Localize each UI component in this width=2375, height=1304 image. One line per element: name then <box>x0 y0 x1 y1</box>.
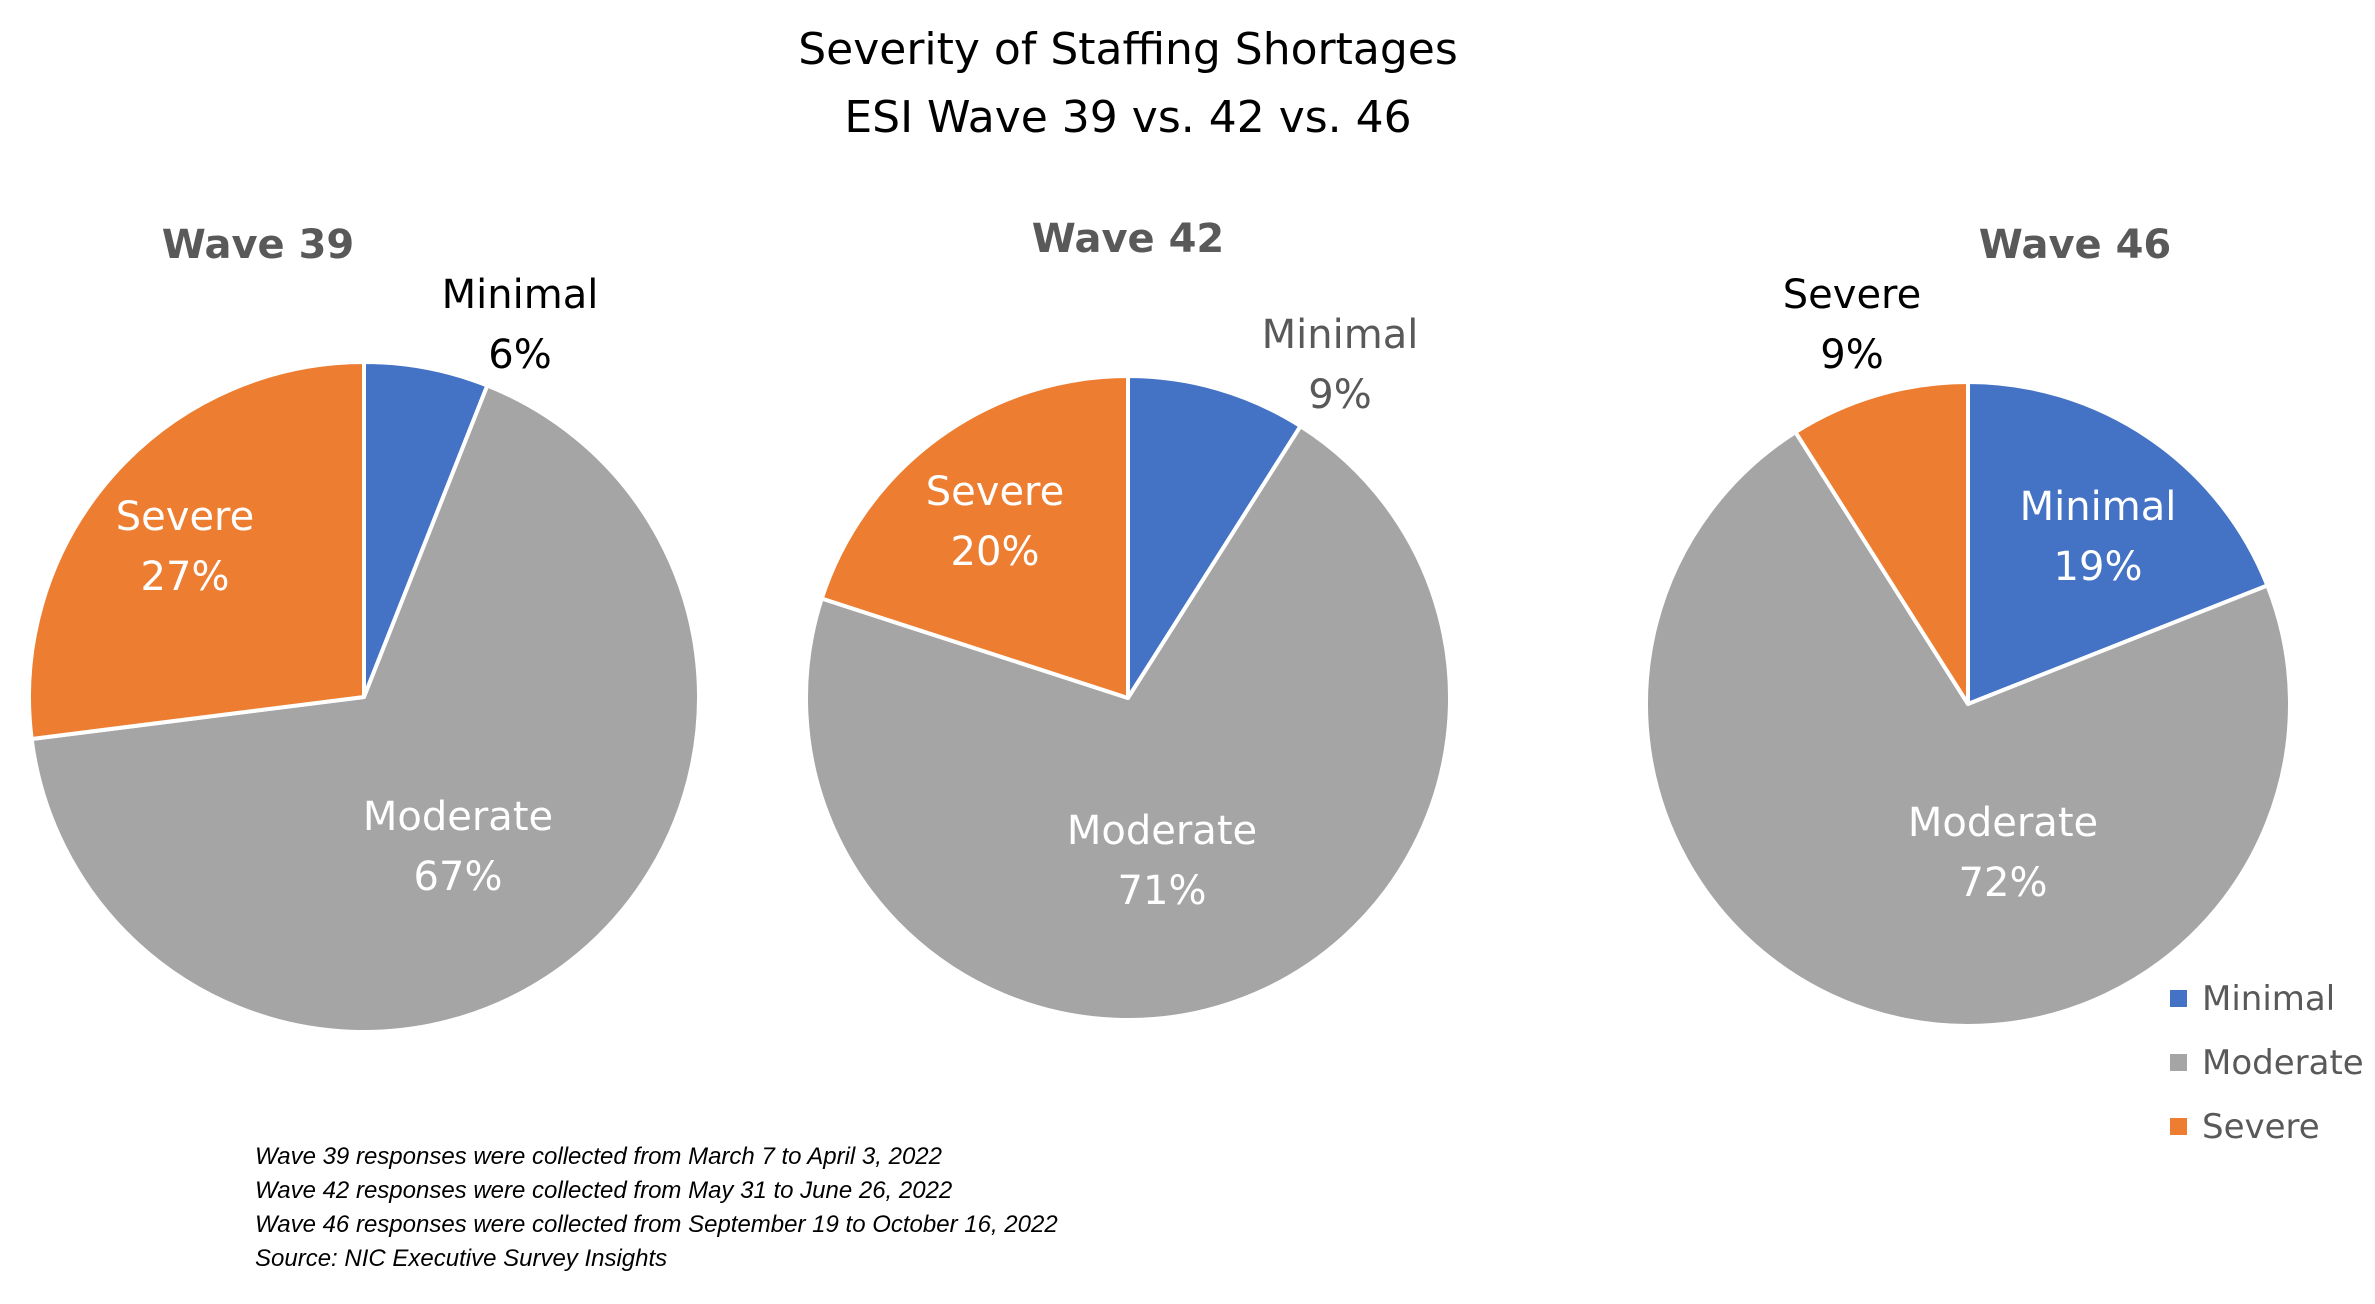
pie-wave-46: Minimal 19% Moderate 72% Severe 9% Wave 46 <box>1644 222 2292 1028</box>
footnotes: Wave 39 responses were collected from Ma… <box>255 1143 1058 1272</box>
slice-wave-46-severe <box>1793 380 1970 706</box>
footnote-wave-39: Wave 39 responses were collected from Ma… <box>255 1143 942 1170</box>
data-label-wave-39-severe: Severe 27% <box>116 494 254 600</box>
data-label-wave-42-moderate: Moderate 71% <box>1067 808 1257 914</box>
data-label-wave-39-moderate: Moderate 67% <box>363 794 553 900</box>
footnote-source: Source: NIC Executive Survey Insights <box>255 1245 667 1272</box>
data-label-wave-39-minimal: Minimal 6% <box>442 272 599 378</box>
slice-wave-39-moderate <box>29 383 701 1034</box>
chart-title: Severity of Staffing Shortages <box>798 24 1458 75</box>
slice-wave-42-minimal <box>1126 374 1303 700</box>
data-label-wave-46-severe: Severe 9% <box>1783 272 1921 378</box>
pie-title-wave-46: Wave 46 <box>1979 222 2171 268</box>
slice-wave-46-minimal <box>1966 380 2270 706</box>
data-label-wave-42-minimal: Minimal 9% <box>1262 312 1419 418</box>
slice-wave-39-minimal <box>362 360 490 699</box>
legend-label-severe: Severe <box>2202 1107 2320 1147</box>
slice-wave-46-moderate <box>1644 430 2292 1028</box>
data-label-wave-42-severe: Severe 20% <box>926 469 1064 575</box>
data-label-wave-46-moderate: Moderate 72% <box>1908 800 2098 906</box>
pie-title-wave-42: Wave 42 <box>1032 216 1224 262</box>
pie-title-wave-39: Wave 39 <box>162 222 354 268</box>
pie-wave-42: Minimal 9% Moderate 71% Severe 20% Wave 42 <box>804 216 1452 1023</box>
slice-wave-39-severe <box>27 360 366 741</box>
pie-wave-39: Minimal 6% Moderate 67% Severe 27% Wave 39 <box>27 222 701 1034</box>
pies-layer: Minimal 6%Moderate 67%Severe 27%Wave 39Mini… <box>27 216 2292 1034</box>
data-label-wave-46-minimal: Minimal 19% <box>2020 484 2177 590</box>
legend: Minimal Moderate Severe <box>2170 979 2364 1147</box>
legend-swatch-severe <box>2170 1118 2187 1135</box>
chart-subtitle: ESI Wave 39 vs. 42 vs. 46 <box>844 92 1411 143</box>
slice-wave-42-severe <box>819 374 1130 700</box>
footnote-wave-46: Wave 46 responses were collected from Se… <box>255 1211 1058 1238</box>
legend-label-minimal: Minimal <box>2202 979 2335 1019</box>
footnote-wave-42: Wave 42 responses were collected from Ma… <box>255 1177 952 1204</box>
slice-wave-42-moderate <box>804 424 1452 1023</box>
legend-swatch-moderate <box>2170 1054 2187 1071</box>
legend-label-moderate: Moderate <box>2202 1043 2364 1083</box>
legend-swatch-minimal <box>2170 990 2187 1007</box>
